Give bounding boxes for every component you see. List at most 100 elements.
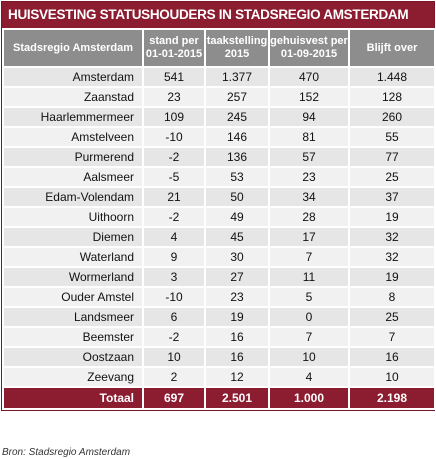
- cell: 257: [204, 86, 270, 108]
- total-cell: 1.000: [268, 386, 350, 410]
- row-name: Purmerend: [2, 146, 144, 168]
- cell: 10: [348, 366, 436, 388]
- cell: 0: [268, 306, 350, 328]
- cell: 10: [142, 346, 206, 368]
- cell: 25: [348, 306, 436, 328]
- cell: 23: [268, 166, 350, 188]
- cell: 5: [268, 286, 350, 308]
- cell: -2: [142, 146, 206, 168]
- cell: 28: [268, 206, 350, 228]
- row: Oostzaan 10 16 10 16: [2, 346, 436, 368]
- total-cell: 2.198: [348, 386, 436, 410]
- row-name: Zaanstad: [2, 86, 144, 108]
- cell: 152: [268, 86, 350, 108]
- cell: 17: [268, 226, 350, 248]
- row-name: Ouder Amstel: [2, 286, 144, 308]
- cell: -5: [142, 166, 206, 188]
- row: Beemster -2 16 7 7: [2, 326, 436, 348]
- cell: 49: [204, 206, 270, 228]
- cell: -2: [142, 206, 206, 228]
- cell: 8: [348, 286, 436, 308]
- row-name: Aalsmeer: [2, 166, 144, 188]
- cell: -10: [142, 286, 206, 308]
- cell: 10: [268, 346, 350, 368]
- cell: 32: [348, 226, 436, 248]
- cell: 19: [348, 206, 436, 228]
- cell: 7: [268, 326, 350, 348]
- cell: 12: [204, 366, 270, 388]
- total-row: Totaal 697 2.501 1.000 2.198: [2, 386, 436, 410]
- cell: 16: [348, 346, 436, 368]
- cell: 23: [204, 286, 270, 308]
- row-name: Amsterdam: [2, 66, 144, 88]
- cell: 128: [348, 86, 436, 108]
- row-name: Landsmeer: [2, 306, 144, 328]
- cell: -2: [142, 326, 206, 348]
- row: Uithoorn -2 49 28 19: [2, 206, 436, 228]
- cell: 37: [348, 186, 436, 208]
- cell: 9: [142, 246, 206, 268]
- cell: 50: [204, 186, 270, 208]
- cell: 1.448: [348, 66, 436, 88]
- cell: 1.377: [204, 66, 270, 88]
- title: HUISVESTING STATUSHOUDERS IN STADSREGIO …: [2, 2, 434, 28]
- cell: 245: [204, 106, 270, 128]
- row: Purmerend -2 136 57 77: [2, 146, 436, 168]
- row: Waterland 9 30 7 32: [2, 246, 436, 268]
- row: Edam-Volendam 21 50 34 37: [2, 186, 436, 208]
- cell: 4: [268, 366, 350, 388]
- cell: 57: [268, 146, 350, 168]
- cell: 11: [268, 266, 350, 288]
- cell: 16: [204, 346, 270, 368]
- header-row: Stadsregio Amsterdam stand per 01-01-2015…: [2, 28, 436, 68]
- cell: 27: [204, 266, 270, 288]
- total-label: Totaal: [2, 386, 144, 410]
- cell: 53: [204, 166, 270, 188]
- cell: 34: [268, 186, 350, 208]
- cell: -10: [142, 126, 206, 148]
- cell: 7: [348, 326, 436, 348]
- cell: 25: [348, 166, 436, 188]
- row: Landsmeer 6 19 0 25: [2, 306, 436, 328]
- row-name: Wormerland: [2, 266, 144, 288]
- cell: 55: [348, 126, 436, 148]
- cell: 77: [348, 146, 436, 168]
- column-header: stand per 01-01-2015: [142, 28, 206, 68]
- row: Wormerland 3 27 11 19: [2, 266, 436, 288]
- cell: 19: [204, 306, 270, 328]
- row-name: Oostzaan: [2, 346, 144, 368]
- total-cell: 697: [142, 386, 206, 410]
- cell: 19: [348, 266, 436, 288]
- cell: 541: [142, 66, 206, 88]
- cell: 30: [204, 246, 270, 268]
- cell: 45: [204, 226, 270, 248]
- row-name: Beemster: [2, 326, 144, 348]
- row: Zaanstad 23 257 152 128: [2, 86, 436, 108]
- column-header: gehuisvest per 01-09-2015: [268, 28, 350, 68]
- cell: 136: [204, 146, 270, 168]
- row: Zeevang 2 12 4 10: [2, 366, 436, 388]
- row-name: Amstelveen: [2, 126, 144, 148]
- row-name: Zeevang: [2, 366, 144, 388]
- cell: 94: [268, 106, 350, 128]
- cell: 3: [142, 266, 206, 288]
- column-header: Stadsregio Amsterdam: [2, 28, 144, 68]
- row-name: Diemen: [2, 226, 144, 248]
- table: Stadsregio Amsterdam stand per 01-01-2015…: [2, 28, 436, 410]
- row: Ouder Amstel -10 23 5 8: [2, 286, 436, 308]
- row-name: Waterland: [2, 246, 144, 268]
- column-header: taakstelling 2015: [204, 28, 270, 68]
- column-header: Blijft over: [348, 28, 436, 68]
- infobox: HUISVESTING STATUSHOUDERS IN STADSREGIO …: [1, 1, 436, 411]
- total-cell: 2.501: [204, 386, 270, 410]
- row-name: Edam-Volendam: [2, 186, 144, 208]
- cell: 7: [268, 246, 350, 268]
- row: Amstelveen -10 146 81 55: [2, 126, 436, 148]
- cell: 470: [268, 66, 350, 88]
- cell: 21: [142, 186, 206, 208]
- cell: 2: [142, 366, 206, 388]
- row-name: Haarlemmermeer: [2, 106, 144, 128]
- cell: 109: [142, 106, 206, 128]
- cell: 4: [142, 226, 206, 248]
- row-name: Uithoorn: [2, 206, 144, 228]
